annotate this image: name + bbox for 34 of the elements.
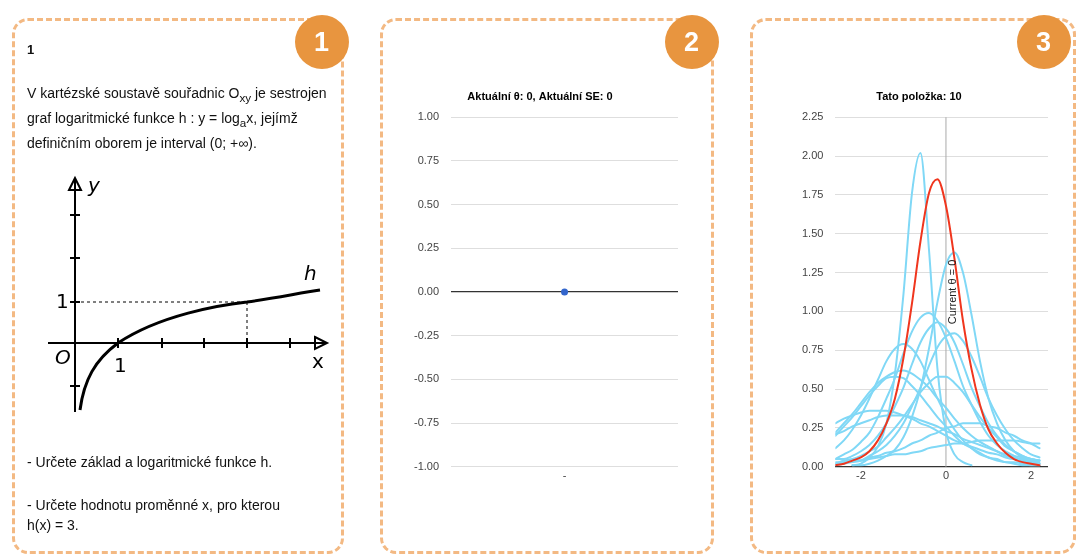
text: 1 [314, 27, 330, 57]
y-tick-label: -0.75 [413, 416, 440, 429]
function-graph-sketch: y h 1 O 1 x [40, 170, 340, 430]
y-tick-label: 1.00 [801, 304, 824, 317]
y-tick-label: 1.50 [801, 226, 824, 239]
text: - Určete základ a logaritmické funkce h. [27, 453, 274, 472]
x-tick-label: -2 [856, 469, 866, 482]
x-tick-label: - [562, 469, 567, 482]
text: 3 [1036, 27, 1052, 57]
x-tick-label: 2 [1027, 469, 1035, 482]
y-tick-label: -0.25 [413, 328, 440, 341]
text: 2 [684, 27, 700, 57]
ref-line-label: Current θ = 0 [946, 259, 959, 325]
x-tick-label: 0 [942, 469, 950, 482]
y-tick-label: 0.50 [801, 382, 824, 395]
text: V kartézské soustavě souřadnic O$_{xy}$ je sestrojen graf logaritmické funkce h : y = log$_{a}$x, jejímž definičním oborem je interval (0; +∞). [27, 85, 327, 151]
y-tick-label: 0.25 [417, 241, 440, 254]
y-tick-label: 0.75 [801, 343, 824, 356]
y-tick-label: 0.25 [801, 420, 824, 433]
y-tick-label: -0.50 [413, 372, 440, 385]
y-tick-label: -1.00 [413, 459, 440, 472]
y-tick-label: 1.75 [801, 187, 824, 200]
y-tick-label: 1.25 [801, 265, 824, 278]
text: - Určete hodnotu proměnné x, pro kterou h(x) = 3. [27, 496, 281, 535]
text: 1 [27, 41, 35, 59]
y-tick-label: 1.00 [417, 110, 440, 123]
y-tick-label: 0.50 [417, 197, 440, 210]
y-tick-label: 0.75 [417, 153, 440, 166]
y-tick-label: 2.00 [801, 149, 824, 162]
chart-title: Tato položka: 10 [876, 89, 962, 102]
chart-title: Aktuální θ: 0, Aktuální SE: 0 [467, 89, 613, 102]
y-tick-label: 0.00 [417, 285, 440, 298]
y-tick-label: 2.25 [801, 110, 824, 123]
y-tick-label: 0.00 [801, 459, 824, 472]
